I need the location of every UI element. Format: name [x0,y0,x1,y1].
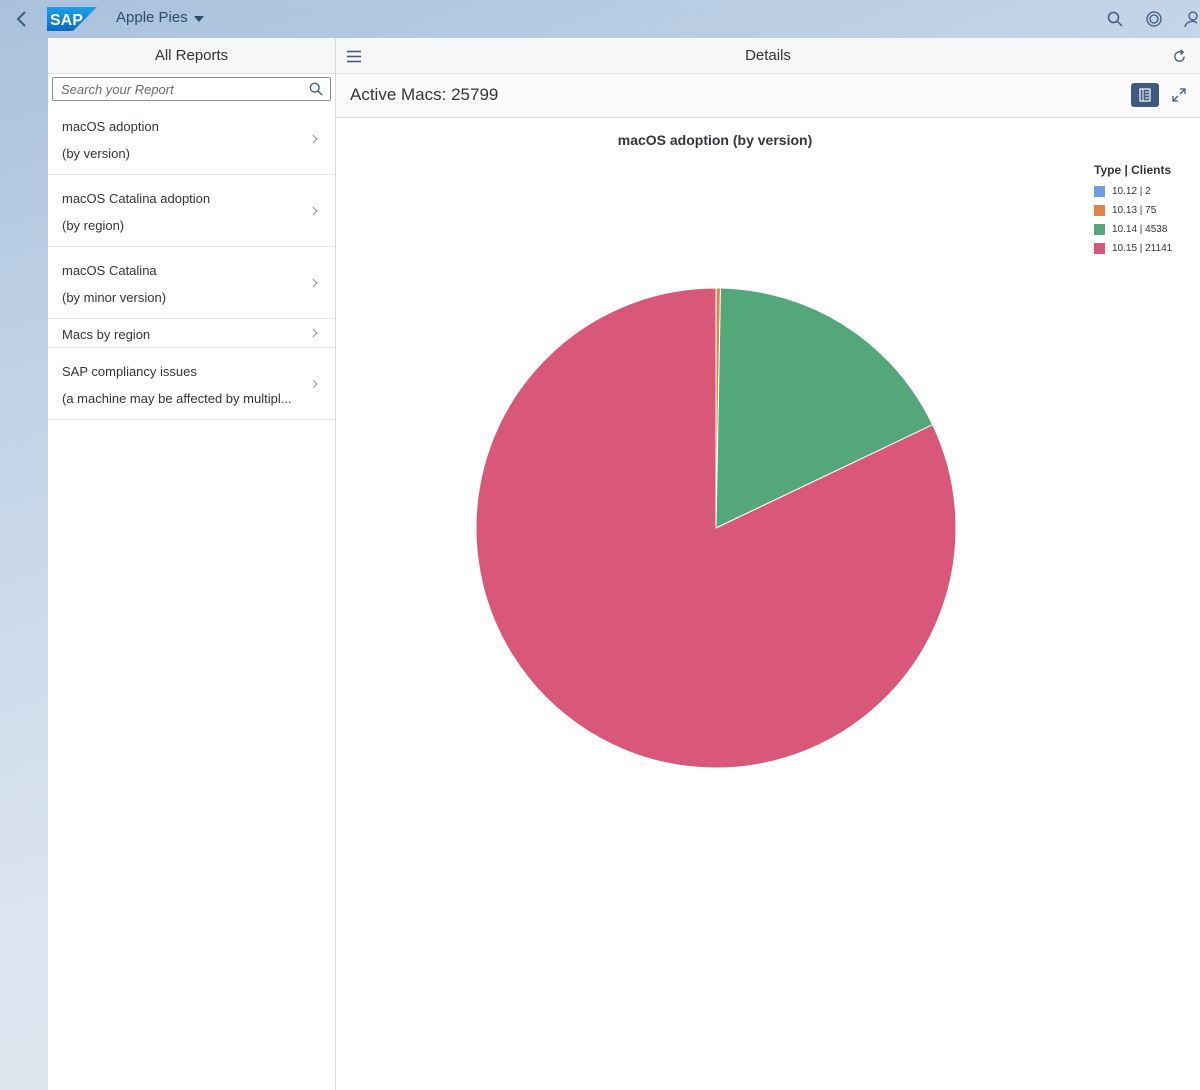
search-submit-button[interactable] [308,81,324,97]
pie-slice-10-14[interactable] [715,287,934,529]
master-title: All Reports [154,47,229,64]
report-item-title: macOS Catalina [62,263,157,278]
user-button[interactable] [1180,8,1200,30]
legend-label: 10.15 | 21141 [1112,243,1173,254]
app-title-menu[interactable]: Apple Pies [116,9,204,26]
report-item-macs-by-region[interactable]: Macs by region [48,319,335,348]
chevron-right-icon [312,328,318,338]
legend-swatch [1094,224,1105,235]
hamburger-icon [347,50,361,62]
copilot-button[interactable] [1143,8,1165,30]
fullscreen-icon [1172,88,1186,102]
legend-title: Type | Clients [1094,163,1172,177]
chart-title: macOS adoption (by version) [617,132,813,148]
user-icon [1184,11,1198,28]
app-title: Apple Pies [116,9,188,26]
menu-button[interactable] [344,47,364,65]
fullscreen-button[interactable] [1170,86,1188,104]
legend-item[interactable]: 10.13 | 75 [1094,201,1172,220]
chevron-right-icon [312,206,318,215]
legend-item[interactable]: 10.14 | 4538 [1094,220,1172,239]
legend-item[interactable]: 10.12 | 2 [1094,182,1172,201]
search-icon [309,82,323,96]
refresh-button[interactable] [1170,47,1188,65]
report-list: macOS adoption (by version) macOS Catali… [48,103,335,420]
report-item-sap-compliancy[interactable]: SAP compliancy issues (a machine may be … [48,348,335,420]
legend-swatch [1094,243,1105,254]
copilot-icon [1146,11,1162,27]
master-panel: All Reports macOS adoption (by version) … [48,38,336,1090]
search-field [52,77,331,101]
table-view-icon [1139,88,1151,102]
legend-item[interactable]: 10.15 | 21141 [1094,239,1172,258]
chevron-right-icon [312,379,318,388]
sap-logo: SAP [47,7,97,31]
legend-swatch [1094,205,1105,216]
table-view-button[interactable] [1131,83,1159,107]
report-item-description: (by region) [62,218,125,233]
report-item-title: macOS Catalina adoption [62,191,211,206]
report-item-macos-adoption[interactable]: macOS adoption (by version) [48,103,335,175]
search-input[interactable] [61,81,308,97]
chart-legend: Type | Clients 10.12 | 2 10.13 | 75 10.14 … [1094,163,1172,258]
master-header: All Reports [48,38,335,74]
report-item-title: Macs by region [62,327,151,342]
detail-title: Details [745,47,791,64]
detail-subheader: Active Macs: 25799 [336,74,1200,118]
chevron-right-icon [312,278,318,287]
legend-label: 10.12 | 2 [1112,186,1151,197]
search-button[interactable] [1104,8,1126,30]
report-item-description: (by version) [62,146,130,161]
back-button[interactable] [10,8,32,30]
legend-label: 10.13 | 75 [1112,205,1157,216]
legend-label: 10.14 | 4538 [1112,224,1168,235]
report-item-title: SAP compliancy issues [62,364,197,379]
refresh-icon [1173,48,1185,62]
report-item-catalina-adoption[interactable]: macOS Catalina adoption (by region) [48,175,335,247]
report-item-catalina-minor[interactable]: macOS Catalina (by minor version) [48,247,335,319]
legend-swatch [1094,186,1105,197]
search-icon [1107,11,1123,27]
report-item-description: (a machine may be affected by multipl... [62,391,292,406]
chart-area: macOS adoption (by version) Type | Clien… [336,118,1200,1090]
pie-chart [475,287,957,769]
sap-logo-text: SAP [50,12,83,29]
chevron-right-icon [312,134,318,143]
shell-bar: SAP Apple Pies [0,0,1200,38]
pie-slice-10-15[interactable] [475,287,957,769]
active-macs-title: Active Macs: 25799 [350,85,499,104]
caret-down-icon [193,15,204,22]
chevron-left-icon [16,11,26,27]
detail-header: Details [336,38,1200,74]
report-item-title: macOS adoption [62,119,159,134]
report-item-description: (by minor version) [62,290,167,305]
detail-panel: Details Active Macs: 25799 macOS adoptio… [336,38,1200,1090]
